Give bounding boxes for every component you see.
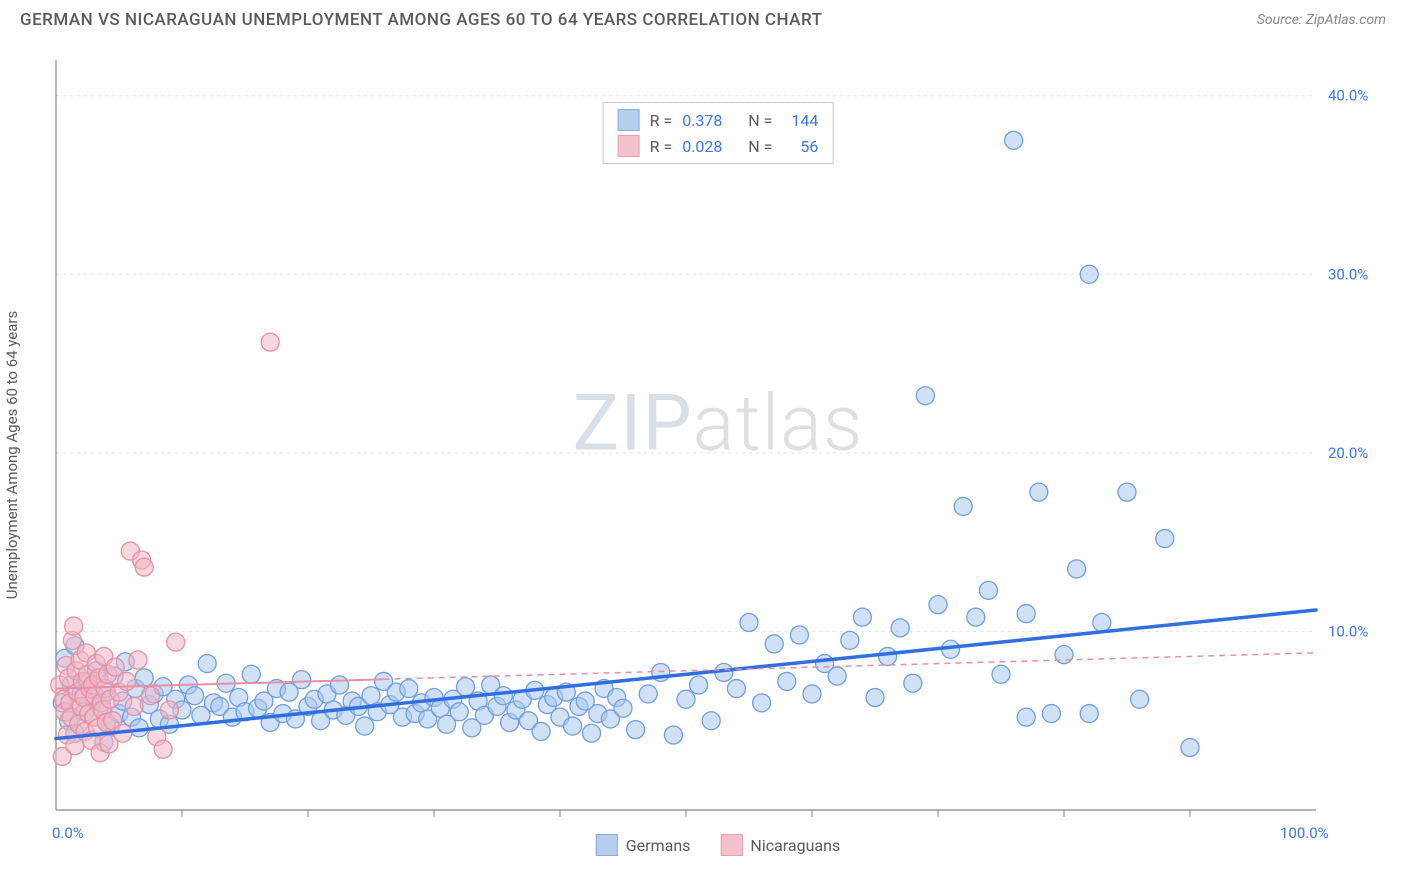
svg-text:40.0%: 40.0% (1328, 87, 1368, 105)
legend-swatch-icon (618, 109, 640, 131)
legend-swatch-icon (618, 135, 640, 157)
x-axis-max-label: 100.0% (1280, 824, 1329, 842)
y-axis-label: Unemployment Among Ages 60 to 64 years (3, 311, 21, 599)
scatter-chart: 10.0% 20.0% 30.0% 40.0% (50, 50, 1386, 862)
chart-header: GERMAN VS NICARAGUAN UNEMPLOYMENT AMONG … (0, 0, 1406, 36)
legend-n-value: 56 (782, 137, 818, 156)
chart-area: 10.0%20.0%30.0%40.0% ZIPatlas R =0.378N … (50, 50, 1386, 862)
legend-n-label: N = (748, 111, 772, 130)
legend-r-value: 0.378 (682, 111, 738, 130)
legend-n-label: N = (748, 137, 772, 156)
legend-n-value: 144 (782, 111, 818, 130)
x-axis-min-label: 0.0% (52, 824, 84, 842)
correlation-legend: R = 0.378 N = 144 R = 0.028 N = 56 (603, 102, 834, 164)
series-legend-label: Germans (626, 836, 691, 855)
svg-text:20.0%: 20.0% (1328, 444, 1368, 462)
legend-r-value: 0.028 (682, 137, 738, 156)
legend-row-germans: R = 0.378 N = 144 (618, 107, 819, 133)
legend-row-nicaraguans: R = 0.028 N = 56 (618, 133, 819, 159)
chart-source: Source: ZipAtlas.com (1257, 12, 1386, 28)
legend-swatch-icon (596, 834, 618, 856)
series-legend-germans: Germans (596, 834, 691, 856)
legend-r-label: R = (650, 111, 673, 130)
series-legend-label: Nicaraguans (750, 836, 840, 855)
chart-title: GERMAN VS NICARAGUAN UNEMPLOYMENT AMONG … (20, 10, 822, 30)
series-legend: Germans Nicaraguans (596, 834, 840, 856)
svg-text:10.0%: 10.0% (1328, 622, 1368, 640)
svg-text:30.0%: 30.0% (1328, 265, 1368, 283)
legend-swatch-icon (720, 834, 742, 856)
legend-r-label: R = (650, 137, 673, 156)
series-legend-nicaraguans: Nicaraguans (720, 834, 840, 856)
